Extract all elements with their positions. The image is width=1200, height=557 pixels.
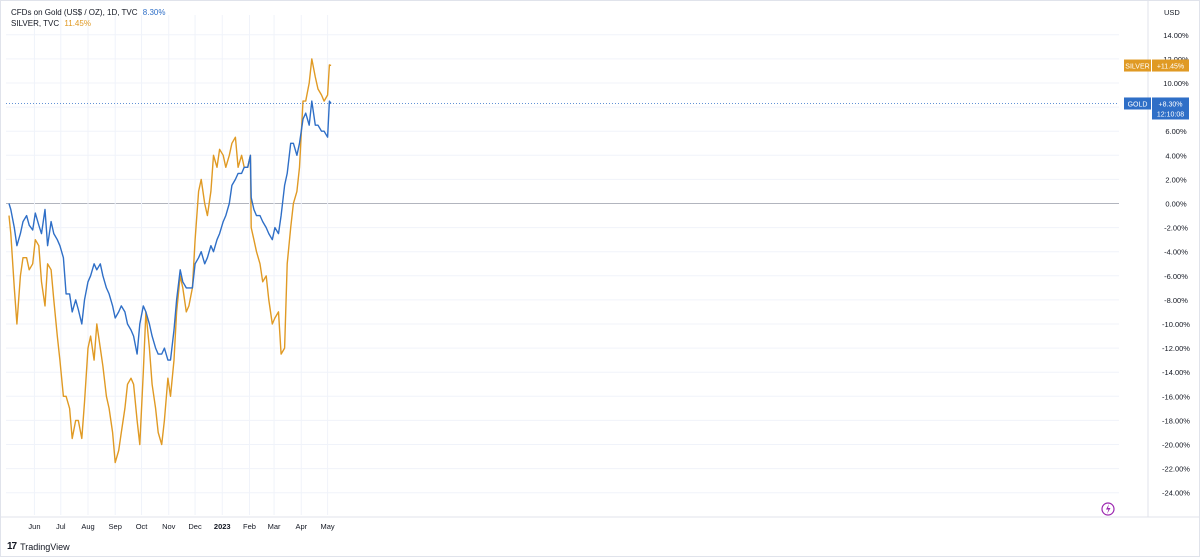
tradingview-mark-icon: 17 [7, 541, 17, 552]
y-tick-label: 2.00% [1165, 175, 1187, 184]
legend-gold-label: CFDs on Gold (US$ / OZ), 1D, TVC [11, 8, 138, 17]
price-tag-gold: GOLD +8.30% 12:10:08 [1124, 97, 1189, 120]
y-tick-label: 4.00% [1165, 151, 1187, 160]
x-tick-label: Aug [81, 522, 94, 531]
x-tick-label: Nov [162, 522, 176, 531]
y-tick-label: -12.00% [1162, 344, 1190, 353]
tradingview-logo[interactable]: 17 TradingView [7, 541, 70, 552]
y-tick-label: -24.00% [1162, 489, 1190, 498]
x-tick-label: Oct [136, 522, 149, 531]
events-icon-bolt [1106, 504, 1111, 514]
price-tag-countdown: 12:10:08 [1157, 111, 1184, 118]
price-tag-symbol: SILVER [1125, 64, 1149, 71]
chart-legend: CFDs on Gold (US$ / OZ), 1D, TVC 8.30% S… [11, 7, 165, 29]
series-layer [6, 58, 1119, 464]
legend-silver-label: SILVER, TVC [11, 19, 60, 28]
tradingview-brand-name: TradingView [20, 541, 70, 552]
price-tag-value-box [1152, 59, 1189, 72]
y-tick-label: -4.00% [1164, 248, 1188, 257]
y-tick-label: -18.00% [1162, 416, 1190, 425]
y-tick-label: -10.00% [1162, 320, 1190, 329]
price-tag-symbol: GOLD [1128, 101, 1148, 108]
x-tick-label: Jul [56, 522, 66, 531]
tag-layer: SILVER +11.45% GOLD +8.30% 12:10:08 [1124, 59, 1189, 120]
y-tick-label: 6.00% [1165, 127, 1187, 136]
price-tag-value: +8.30% [1159, 101, 1183, 108]
price-tag-symbol-box [1124, 59, 1151, 72]
legend-silver-value: 11.45% [64, 19, 91, 28]
legend-silver[interactable]: SILVER, TVC 11.45% [11, 18, 165, 29]
y-tick-label: -22.00% [1162, 465, 1190, 474]
y-tick-label: 0.00% [1165, 200, 1187, 209]
axis-layer: 14.00%12.00%10.00%8.00%6.00%4.00%2.00%0.… [1, 1, 1200, 531]
price-tag-value-box [1152, 97, 1189, 120]
y-tick-label: -16.00% [1162, 392, 1190, 401]
events-lightning-icon [1101, 502, 1115, 516]
x-tick-label: 2023 [214, 522, 231, 531]
y-tick-label: -20.00% [1162, 441, 1190, 450]
y-tick-label: -6.00% [1164, 272, 1188, 281]
series-line-gold [8, 100, 332, 361]
x-tick-label: Feb [243, 522, 256, 531]
price-tag-value: +11.45% [1157, 64, 1184, 71]
x-tick-label: May [321, 522, 335, 531]
y-tick-label: 10.00% [1163, 79, 1189, 88]
series-line-silver [8, 58, 332, 464]
price-tag-symbol-box [1124, 97, 1151, 110]
y-tick-label: -14.00% [1162, 368, 1190, 377]
legend-gold-value: 8.30% [142, 8, 166, 17]
legend-gold[interactable]: CFDs on Gold (US$ / OZ), 1D, TVC 8.30% [11, 7, 165, 18]
x-tick-label: Apr [295, 522, 307, 531]
y-axis-unit: USD [1164, 8, 1180, 17]
x-tick-label: Sep [109, 522, 122, 531]
y-tick-label: 14.00% [1163, 31, 1189, 40]
y-tick-label: -2.00% [1164, 224, 1188, 233]
y-tick-label: 12.00% [1163, 55, 1189, 64]
y-tick-label: -8.00% [1164, 296, 1188, 305]
x-tick-label: Jun [28, 522, 40, 531]
x-tick-label: Mar [268, 522, 281, 531]
grid-layer [6, 15, 1119, 515]
price-tag-silver: SILVER +11.45% [1124, 59, 1189, 72]
x-tick-label: Dec [188, 522, 202, 531]
